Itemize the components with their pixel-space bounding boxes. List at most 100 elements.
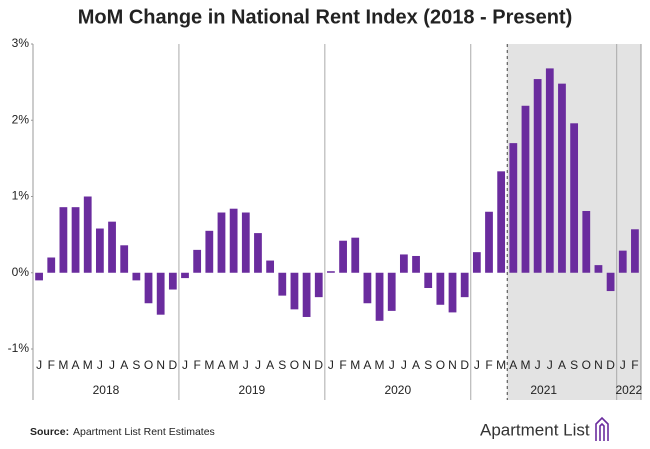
x-tick-label: O xyxy=(290,358,299,372)
x-tick-label: A xyxy=(217,358,225,372)
x-tick-label: F xyxy=(631,358,638,372)
x-tick-label: M xyxy=(375,358,385,372)
bar xyxy=(448,272,457,313)
x-tick-label: M xyxy=(58,358,68,372)
x-tick-label: A xyxy=(266,358,274,372)
y-tick-label: 3% xyxy=(12,36,30,50)
year-label: 2020 xyxy=(384,383,411,397)
x-tick-label: S xyxy=(278,358,286,372)
chart-title: MoM Change in National Rent Index (2018 … xyxy=(78,6,573,28)
y-tick-label: 0% xyxy=(12,265,30,279)
bar xyxy=(363,272,372,304)
x-tick-label: J xyxy=(547,358,553,372)
bar xyxy=(631,229,639,273)
source: Apartment List Rent Estimates xyxy=(73,426,215,438)
x-tick-label: J xyxy=(620,358,626,372)
bar xyxy=(120,245,129,273)
x-tick-label: D xyxy=(606,358,615,372)
bar xyxy=(594,265,603,273)
bar xyxy=(144,272,153,304)
year-label: 2022 xyxy=(615,383,642,397)
bar xyxy=(533,79,542,273)
x-tick-label: A xyxy=(363,358,371,372)
bar xyxy=(95,228,104,273)
x-tick-label: J xyxy=(255,358,261,372)
x-tick-label: J xyxy=(401,358,407,372)
x-tick-label: M xyxy=(204,358,214,372)
x-tick-label: N xyxy=(156,358,165,372)
bar xyxy=(156,272,165,315)
bar xyxy=(241,212,250,273)
bar xyxy=(71,207,80,273)
brand-icon xyxy=(595,416,609,441)
bar xyxy=(108,221,116,273)
source-label: Source: xyxy=(30,426,69,438)
x-tick-label: O xyxy=(144,358,153,372)
x-tick-label: F xyxy=(48,358,55,372)
bar xyxy=(412,255,420,273)
bar xyxy=(59,207,68,273)
bar xyxy=(375,272,384,321)
bar xyxy=(254,233,262,273)
x-tick-label: F xyxy=(193,358,200,372)
y-tick-label: 1% xyxy=(12,189,30,203)
x-tick-label: D xyxy=(460,358,469,372)
bar xyxy=(351,237,360,273)
x-tick-label: J xyxy=(97,358,103,372)
bar xyxy=(387,272,396,311)
bar xyxy=(436,272,445,305)
bar xyxy=(168,272,177,290)
x-tick-label: A xyxy=(120,358,128,372)
bar xyxy=(181,272,189,279)
x-tick-label: J xyxy=(328,358,334,372)
bar xyxy=(497,171,506,273)
x-tick-label: A xyxy=(72,358,80,372)
bar xyxy=(570,123,579,273)
year-label: 2021 xyxy=(530,383,557,397)
x-tick-label: J xyxy=(36,358,42,372)
x-tick-label: S xyxy=(570,358,578,372)
x-tick-label: M xyxy=(520,358,530,372)
bar xyxy=(485,211,493,273)
bar xyxy=(606,272,615,292)
x-tick-label: A xyxy=(558,358,566,372)
x-tick-label: N xyxy=(594,358,603,372)
bar xyxy=(460,272,469,298)
x-tick-label: M xyxy=(83,358,93,372)
bar xyxy=(302,272,311,317)
x-tick-label: S xyxy=(424,358,432,372)
bar xyxy=(399,254,408,273)
x-tick-label: J xyxy=(389,358,395,372)
x-tick-label: O xyxy=(436,358,445,372)
year-label: 2018 xyxy=(93,383,120,397)
bar xyxy=(618,250,627,273)
x-tick-label: D xyxy=(169,358,178,372)
bar xyxy=(582,210,591,273)
bar xyxy=(217,212,226,273)
bar xyxy=(509,143,518,273)
x-tick-label: N xyxy=(302,358,311,372)
bar xyxy=(47,257,56,273)
x-tick-label: J xyxy=(182,358,188,372)
bar xyxy=(472,252,481,273)
bar xyxy=(278,272,287,296)
x-tick-label: J xyxy=(243,358,249,372)
y-tick-label: -1% xyxy=(8,341,30,355)
x-tick-label: S xyxy=(132,358,140,372)
year-label: 2019 xyxy=(239,383,266,397)
bar xyxy=(132,272,141,281)
brand: Apartment List xyxy=(480,420,590,439)
x-tick-label: J xyxy=(109,358,115,372)
bar xyxy=(327,271,335,273)
bar xyxy=(83,196,92,273)
bar xyxy=(424,272,433,288)
bar xyxy=(193,249,202,273)
x-tick-label: M xyxy=(229,358,239,372)
bar xyxy=(521,105,530,273)
bar xyxy=(205,230,214,273)
bar xyxy=(558,83,566,273)
x-tick-label: D xyxy=(314,358,323,372)
x-tick-label: J xyxy=(474,358,480,372)
x-tick-label: F xyxy=(485,358,492,372)
